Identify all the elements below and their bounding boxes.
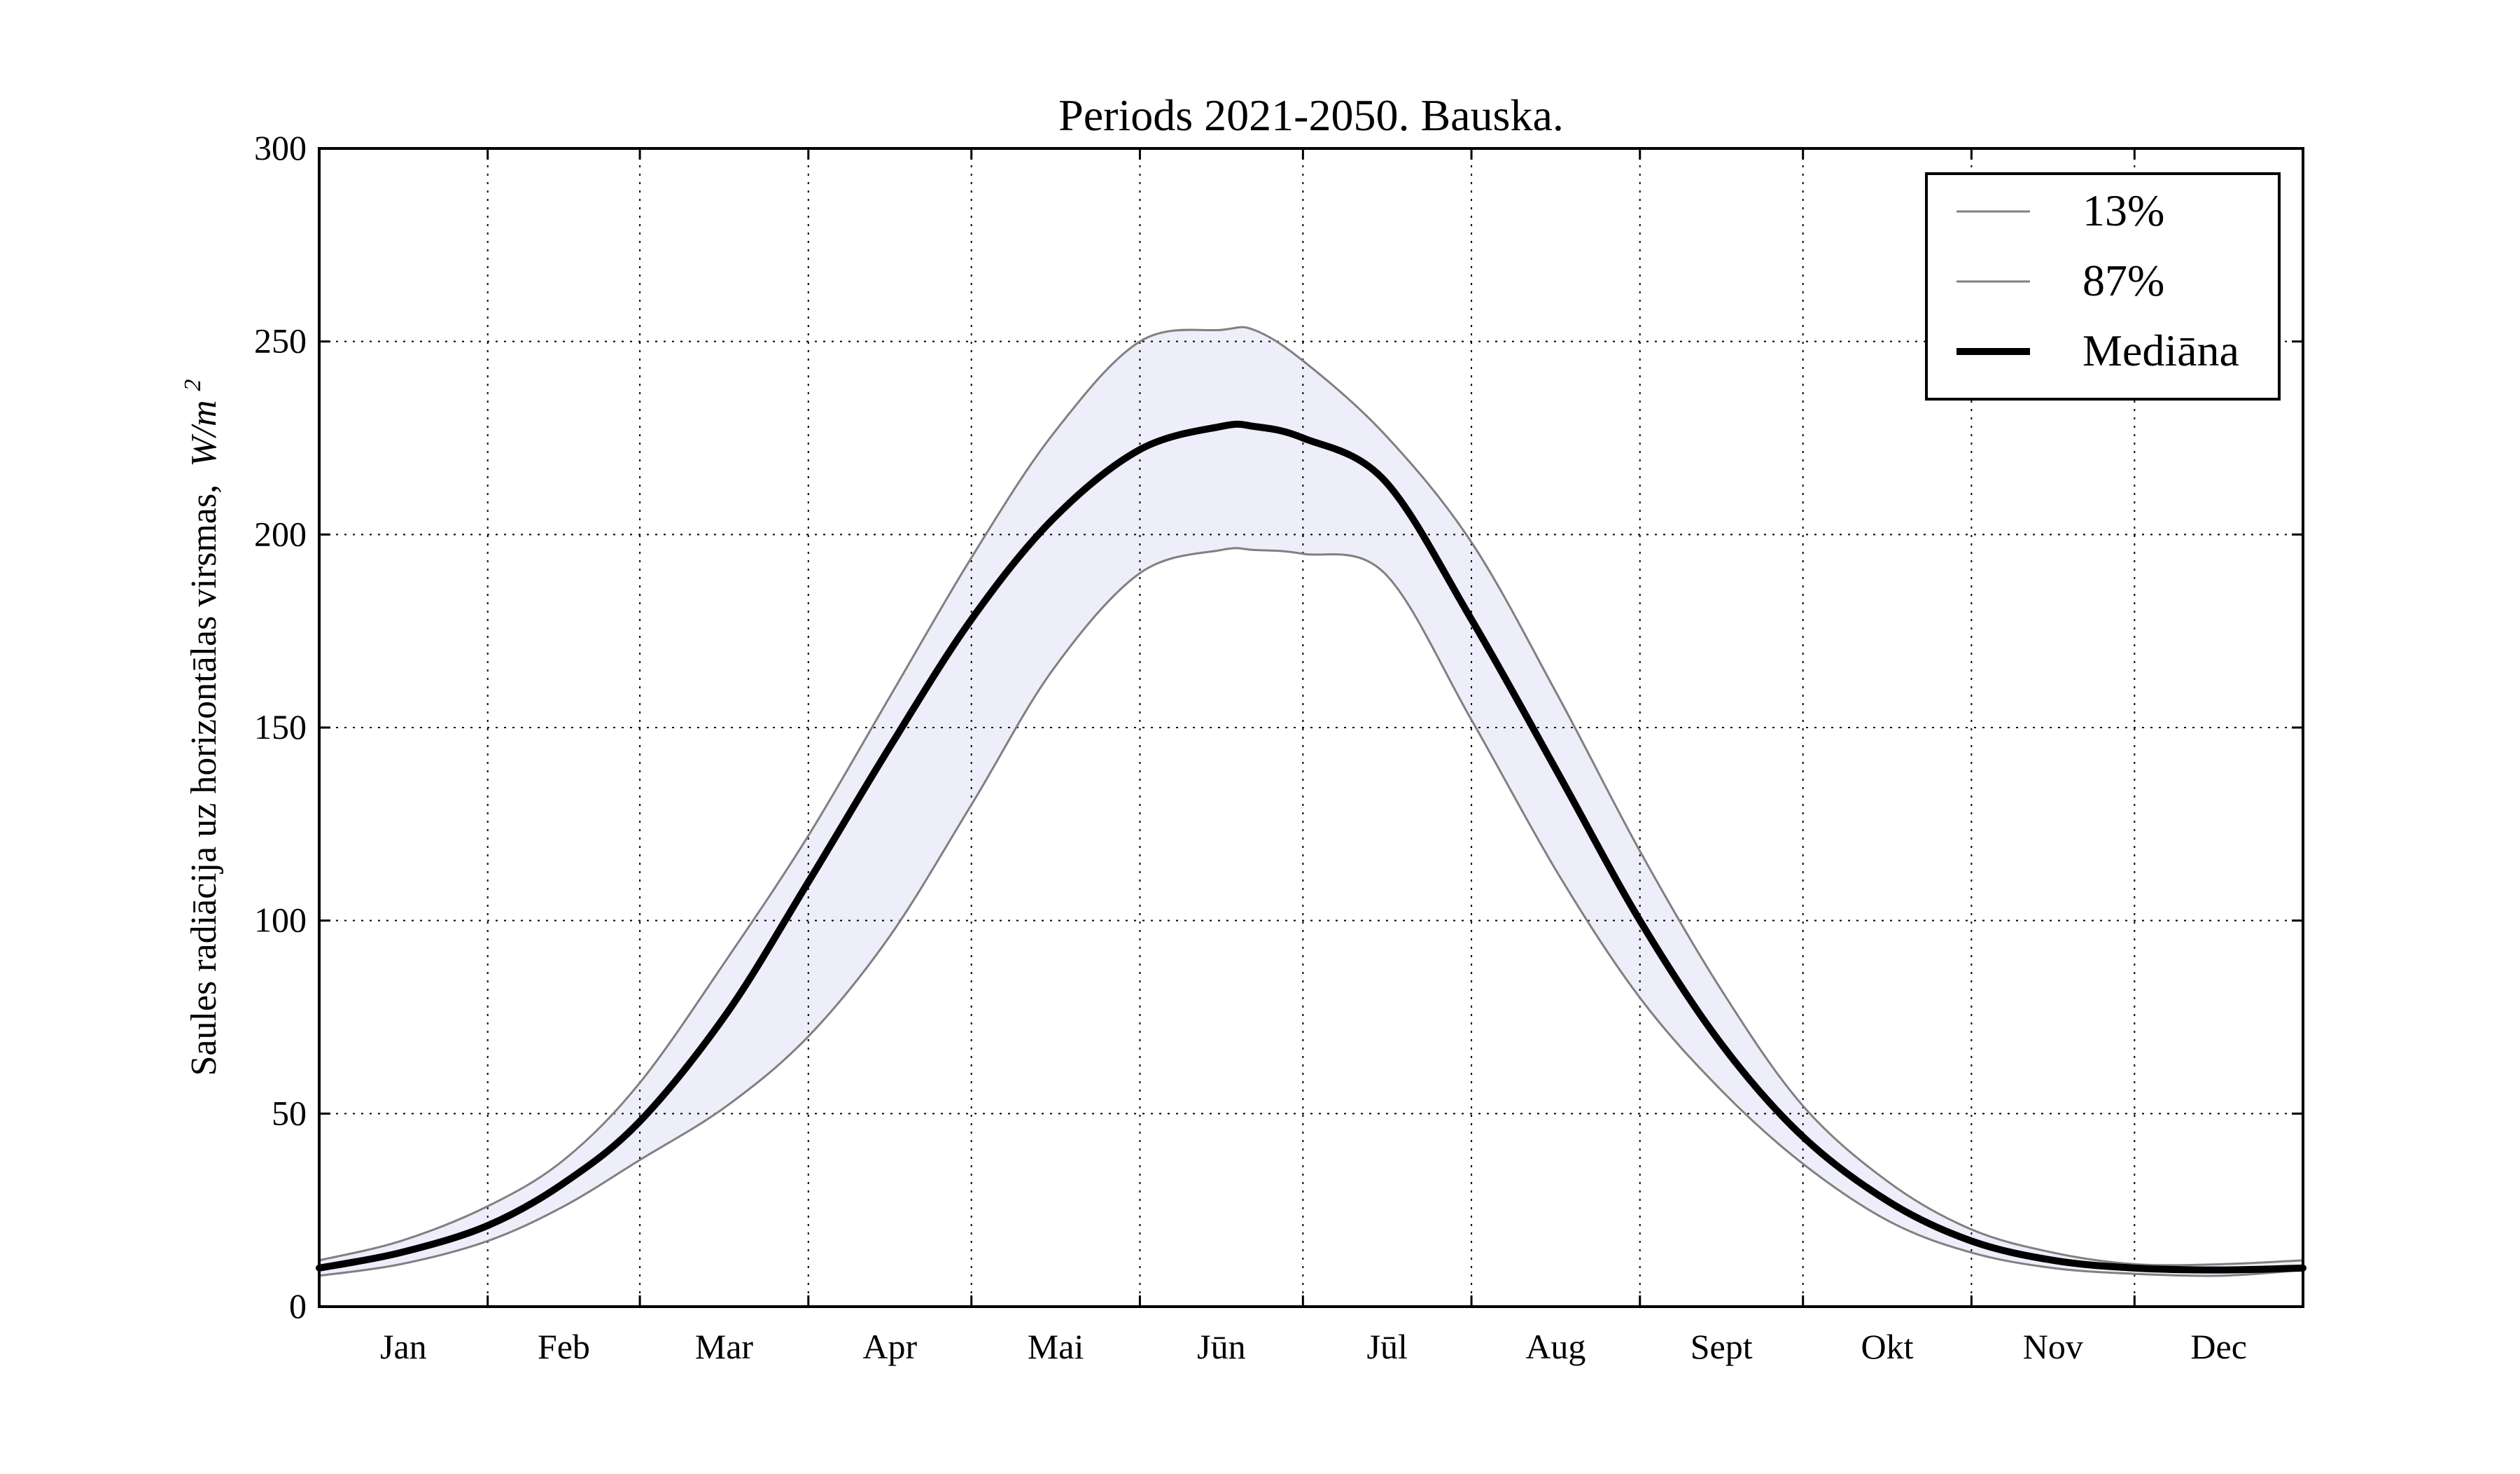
legend-items: 13% 87% Mediāna: [1956, 186, 2239, 375]
series-line-13pct: [318, 547, 2304, 1277]
x-tick-label: Mai: [1028, 1327, 1084, 1366]
y-axis-label-unit: W/m: [184, 400, 224, 466]
x-axis-ticks: Jan Feb Mar Apr Mai Jūn Jūl Aug Sept Okt Nov Dec: [380, 148, 2247, 1366]
chart-title: Periods 2021-2050. Bauska.: [1058, 90, 1564, 140]
series-line-87pct: [318, 326, 2304, 1267]
x-tick-label: Okt: [1861, 1327, 1914, 1366]
band-layer: [319, 327, 2303, 1277]
x-tick-label: Jan: [380, 1327, 427, 1366]
plot-area: [316, 148, 2306, 1307]
y-tick-label: 100: [254, 901, 307, 940]
legend-label-13pct: 13%: [2082, 186, 2164, 235]
x-tick-label: Aug: [1525, 1327, 1586, 1366]
percentile-band: [319, 327, 2303, 1277]
x-tick-label: Jūl: [1367, 1327, 1408, 1366]
x-tick-label: Nov: [2023, 1327, 2083, 1366]
x-tick-label: Dec: [2190, 1327, 2247, 1366]
x-tick-label: Feb: [538, 1327, 590, 1366]
x-tick-label: Apr: [862, 1327, 917, 1366]
x-tick-label: Sept: [1690, 1327, 1753, 1366]
y-tick-label: 250: [254, 321, 307, 361]
y-tick-label: 0: [289, 1286, 307, 1326]
y-axis-ticks: 0 50 100 150 200 250 300: [254, 128, 2303, 1326]
x-tick-label: Mar: [695, 1327, 754, 1366]
y-tick-label: 150: [254, 707, 307, 746]
series-layer: [316, 326, 2306, 1277]
x-tick-label: Jūn: [1197, 1327, 1245, 1366]
legend: 13% 87% Mediāna: [1925, 172, 2281, 401]
y-tick-label: 50: [272, 1093, 307, 1132]
y-axis-label-unit-exponent: 2: [180, 379, 206, 391]
y-tick-label: 200: [254, 514, 307, 553]
legend-label-median: Mediāna: [2082, 326, 2239, 375]
legend-label-87pct: 87%: [2082, 256, 2164, 305]
y-axis-label-text: Saules radiācija uz horizontālas virsmas…: [184, 485, 224, 1076]
grid-layer: [319, 148, 2303, 1307]
y-tick-label: 300: [254, 128, 307, 167]
y-axis-label: Saules radiācija uz horizontālas virsmas…: [180, 379, 224, 1076]
series-line-median: [316, 420, 2306, 1274]
